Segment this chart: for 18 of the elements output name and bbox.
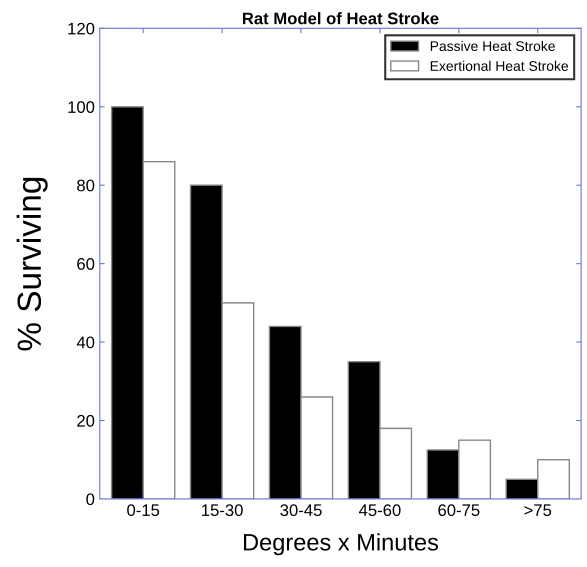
y-tick-label: 20	[77, 414, 94, 427]
x-tick-label: >75	[524, 504, 552, 516]
x-tick-label: 30-45	[280, 504, 322, 516]
y-axis-title: % Surviving	[16, 178, 48, 350]
legend-label: Exertional Heat Stroke	[430, 60, 568, 71]
x-axis-title: Degrees x Minutes	[244, 533, 438, 556]
x-tick-label: 15-30	[202, 504, 243, 516]
y-tick-label: 80	[77, 180, 94, 192]
x-tick-label: 45-60	[358, 504, 401, 516]
chart-title: Rat Model of Heat Stroke	[242, 12, 439, 24]
y-tick-label: 100	[68, 101, 94, 113]
y-tick-label: 40	[76, 336, 94, 348]
y-tick-label: 60	[77, 258, 94, 270]
x-tick-label: 60-75	[438, 504, 480, 516]
legend-label: Passive Heat Stroke	[430, 40, 555, 52]
y-tick-label: 0	[86, 493, 94, 506]
x-tick-label: 0-15	[127, 504, 160, 516]
y-tick-label: 120	[68, 22, 94, 35]
